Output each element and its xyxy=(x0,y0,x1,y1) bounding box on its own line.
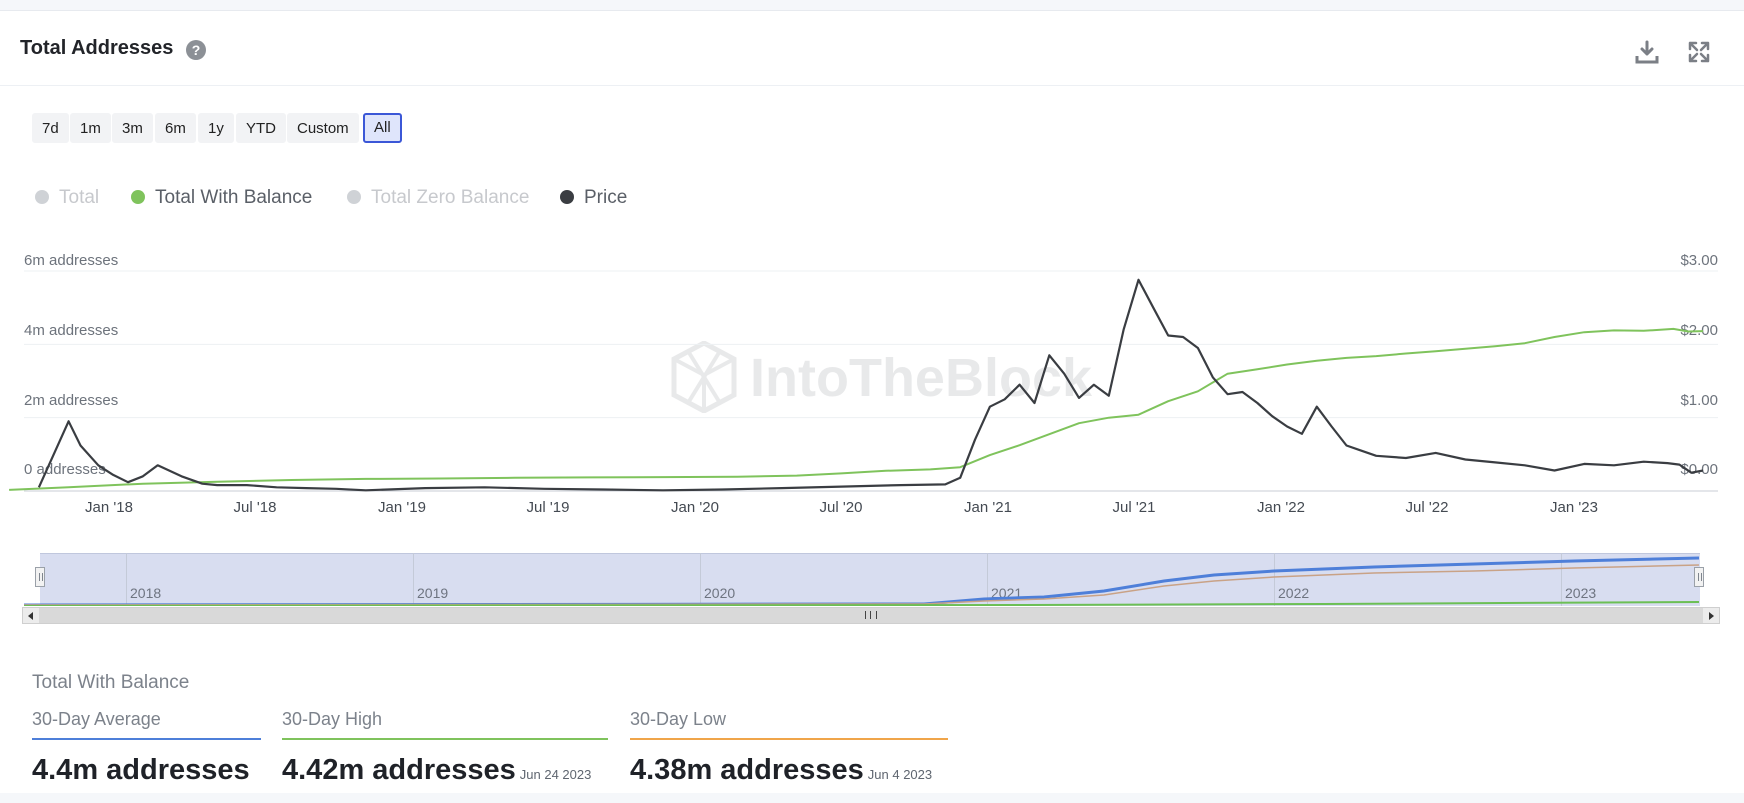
legend-label-total: Total xyxy=(59,187,100,208)
legend-label-total-with-balance: Total With Balance xyxy=(155,187,313,208)
download-icon[interactable] xyxy=(1634,39,1660,65)
range-button-3m[interactable]: 3m xyxy=(112,113,153,143)
range-button-custom[interactable]: Custom xyxy=(287,113,359,143)
legend-total-zero-balance[interactable]: Total Zero Balance xyxy=(347,186,529,210)
navigator-selection-mask[interactable] xyxy=(40,553,1700,606)
stat-value-30-day-low: 4.38m addresses xyxy=(630,754,864,786)
stat-rule-30-day-average xyxy=(32,738,261,740)
stats-heading: Total With Balance xyxy=(32,672,190,693)
x-tick-jul-22: Jul '22 xyxy=(1405,499,1449,516)
navigator-year-2019: 2019 xyxy=(417,585,449,601)
navigator-gridline-2023 xyxy=(1561,553,1562,606)
range-button-all[interactable]: All xyxy=(363,113,402,143)
range-button-ytd[interactable]: YTD xyxy=(236,113,286,143)
stat-value-row-30-day-high: 4.42m addresses Jun 24 2023 xyxy=(282,754,608,787)
range-button-6m[interactable]: 6m xyxy=(155,113,196,143)
navigator-year-2018: 2018 xyxy=(130,585,162,601)
legend-total-with-balance[interactable]: Total With Balance xyxy=(131,186,312,210)
legend-label-price: Price xyxy=(584,187,628,208)
stat-rule-30-day-low xyxy=(630,738,948,740)
y-left-tick-4m: 4m addresses xyxy=(24,322,119,339)
series-line-price[interactable] xyxy=(37,278,1704,492)
navigator-year-2020: 2020 xyxy=(704,585,736,601)
range-button-1y[interactable]: 1y xyxy=(198,113,234,143)
navigator-gridline-2022 xyxy=(1274,553,1275,606)
legend-total[interactable]: Total xyxy=(35,186,99,210)
navigator-gridline-2018 xyxy=(126,553,127,606)
navigator-total-zero-balance-line xyxy=(24,601,1700,606)
question-circle-icon[interactable]: ? xyxy=(186,40,206,60)
y-right-tick-0: $0.00 xyxy=(1680,461,1718,478)
navigator-gridline-2021 xyxy=(987,553,988,606)
y-left-tick-6m: 6m addresses xyxy=(24,252,119,269)
stat-30-day-average: 30-Day Average 4.4m addresses xyxy=(32,708,261,803)
navigator-year-2022: 2022 xyxy=(1278,585,1310,601)
intotheblock-logo-icon xyxy=(671,340,737,414)
stat-value-row-30-day-low: 4.38m addresses Jun 4 2023 xyxy=(630,754,948,787)
y-left-tick-2m: 2m addresses xyxy=(24,392,119,409)
card-header: Total Addresses ? xyxy=(0,11,1744,86)
legend-label-total-zero-balance: Total Zero Balance xyxy=(371,187,530,208)
x-tick-jan-21: Jan '21 xyxy=(964,499,1012,516)
line-chart xyxy=(9,270,1718,492)
stat-label-30-day-low: 30-Day Low xyxy=(630,709,727,729)
navigator-scrollbar[interactable] xyxy=(22,607,1720,624)
legend-dot-total xyxy=(35,190,49,204)
navigator-total-with-balance-line xyxy=(24,564,1700,606)
stat-value-30-day-high: 4.42m addresses xyxy=(282,754,516,786)
stat-rule-30-day-high xyxy=(282,738,608,740)
stat-value-row-30-day-average: 4.4m addresses xyxy=(32,754,261,787)
stat-label-30-day-average: 30-Day Average xyxy=(32,709,161,729)
series-line-total-with-balance[interactable] xyxy=(9,327,1704,491)
navigator-gridline-2020 xyxy=(700,553,701,606)
x-tick-jul-21: Jul '21 xyxy=(1112,499,1156,516)
navigator-right-handle[interactable] xyxy=(1694,567,1704,587)
legend-dot-total-zero-balance xyxy=(347,190,361,204)
navigator-series-preview xyxy=(24,556,1700,606)
fullscreen-icon[interactable] xyxy=(1686,39,1712,65)
x-tick-jul-19: Jul '19 xyxy=(526,499,570,516)
x-tick-jan-20: Jan '20 xyxy=(671,499,719,516)
stat-label-30-day-high: 30-Day High xyxy=(282,709,383,729)
scroll-right-arrow-icon[interactable] xyxy=(1703,608,1719,623)
scroll-left-arrow-icon[interactable] xyxy=(23,608,39,623)
legend-price[interactable]: Price xyxy=(560,186,627,210)
stat-30-day-high: 30-Day High 4.42m addresses Jun 24 2023 xyxy=(282,708,608,803)
legend-dot-price xyxy=(560,190,574,204)
range-button-7d[interactable]: 7d xyxy=(32,113,69,143)
navigator-total-line xyxy=(24,556,1700,606)
stat-30-day-low: 30-Day Low 4.38m addresses Jun 4 2023 xyxy=(630,708,948,803)
range-button-1m[interactable]: 1m xyxy=(70,113,111,143)
x-tick-jul-20: Jul '20 xyxy=(819,499,863,516)
x-tick-jul-18: Jul '18 xyxy=(233,499,277,516)
navigator-year-2023: 2023 xyxy=(1565,585,1597,601)
legend-dot-total-with-balance xyxy=(131,190,145,204)
card-title: Total Addresses xyxy=(20,37,174,59)
x-tick-jan-18: Jan '18 xyxy=(85,499,133,516)
stat-date-30-day-low: Jun 4 2023 xyxy=(867,767,933,782)
stat-date-30-day-high: Jun 24 2023 xyxy=(519,767,592,782)
x-tick-jan-22: Jan '22 xyxy=(1257,499,1305,516)
stat-value-30-day-average: 4.4m addresses xyxy=(32,754,250,786)
navigator-left-handle[interactable] xyxy=(35,567,45,587)
timeline-navigator[interactable]: 2018 2019 2020 2021 2022 2023 xyxy=(24,553,1718,606)
navigator-gridline-2019 xyxy=(413,553,414,606)
x-tick-jan-19: Jan '19 xyxy=(378,499,426,516)
x-tick-jan-23: Jan '23 xyxy=(1550,499,1598,516)
scroll-grip-icon[interactable] xyxy=(865,611,877,619)
y-right-tick-1: $1.00 xyxy=(1680,392,1718,409)
chart-card: Total Addresses ? 7d 1m 3m 6m 1y YTD Cus… xyxy=(0,10,1744,793)
y-right-tick-3: $3.00 xyxy=(1680,252,1718,269)
